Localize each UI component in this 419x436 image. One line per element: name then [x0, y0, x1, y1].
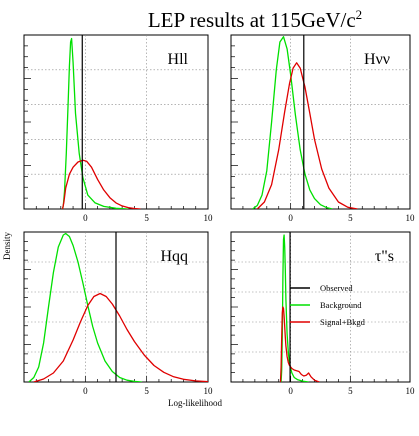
background-curve: [252, 36, 333, 209]
legend-label-observed: Observed: [320, 283, 353, 293]
figure-title: LEP results at 115GeV/c2: [148, 7, 362, 32]
panel-frame: [23, 34, 209, 210]
x-tick-label: 0: [288, 386, 293, 396]
legend-label-signal_bkgd: Signal+Bkgd: [320, 317, 366, 327]
background-curve: [280, 234, 309, 382]
panel-label: Hqq: [160, 248, 188, 265]
x-tick-label: 5: [348, 386, 353, 396]
panel-1: 0 5 10 Hll: [23, 34, 214, 223]
x-tick-label: 10: [406, 386, 416, 396]
x-tick-label: 0: [288, 213, 293, 223]
x-tick-label: 10: [204, 386, 214, 396]
x-tick-label: 10: [406, 213, 416, 223]
legend: Observed Background Signal+Bkgd: [290, 283, 366, 327]
x-tick-label: 5: [348, 213, 353, 223]
panel-label: Hll: [168, 51, 189, 68]
x-tick-label: 5: [144, 213, 149, 223]
y-axis-label: Density: [2, 232, 12, 260]
signal_bkgd-curve: [33, 292, 208, 382]
panel-label: Hνν: [364, 51, 390, 68]
x-tick-label: 10: [204, 213, 214, 223]
panel-3: 0 5 10 Hqq: [23, 231, 214, 396]
signal_bkgd-curve: [279, 306, 320, 382]
panel-frame: [230, 34, 411, 210]
signal_bkgd-curve: [256, 62, 358, 209]
x-axis-label: Log-likelihood: [168, 398, 222, 408]
x-tick-label: 5: [144, 386, 149, 396]
signal_bkgd-curve: [61, 159, 141, 209]
panel-label: τ"s: [375, 248, 394, 265]
x-tick-label: 0: [83, 386, 88, 396]
panels-group: 0 5 10 Hll 0 5 10 Hνν 0 5 10 Hqq 0 5 10 τ"s Observed Back…: [23, 34, 416, 396]
panel-2: 0 5 10 Hνν: [230, 34, 416, 223]
background-curve: [61, 37, 129, 209]
panel-4: 0 5 10 τ"s: [230, 231, 416, 396]
x-tick-label: 0: [83, 213, 88, 223]
legend-label-background: Background: [320, 300, 362, 310]
panel-frame: [230, 231, 411, 383]
